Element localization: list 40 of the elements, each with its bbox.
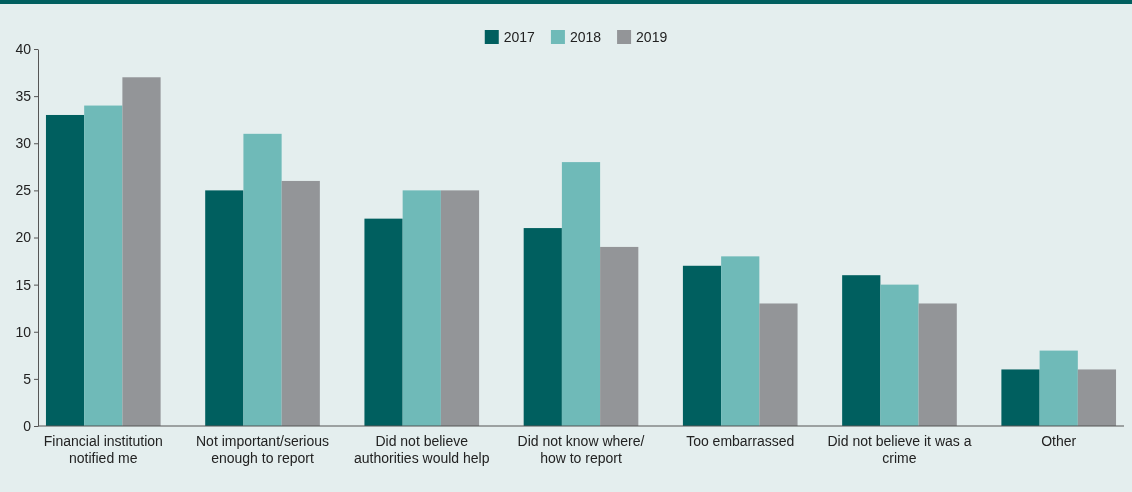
bar (1077, 369, 1117, 426)
y-tick-label: 30 (15, 135, 32, 152)
y-tick-label: 35 (15, 88, 32, 105)
bar (402, 190, 441, 426)
bar (1001, 369, 1040, 426)
y-tick-label: 0 (23, 417, 32, 434)
bar (682, 265, 722, 426)
legend-label: 2017 (503, 29, 536, 45)
bar (205, 190, 244, 426)
bar (523, 228, 562, 426)
bar (1039, 350, 1078, 426)
legend-label: 2019 (636, 29, 668, 45)
x-tick-label: Did not believe authorities would help (354, 433, 490, 466)
bar (364, 218, 403, 426)
x-tick-label: Did not believe it was a crime (827, 433, 972, 466)
bar (880, 284, 919, 426)
y-tick-label: 20 (15, 229, 32, 246)
bar (440, 190, 480, 426)
x-tick-label: Did not know where/ how to report (517, 433, 645, 466)
legend-label: 2018 (569, 29, 602, 45)
y-tick-label: 5 (23, 370, 32, 387)
bar (721, 256, 760, 426)
x-tick-label: Financial institution notified me (43, 433, 163, 466)
y-tick-label: 40 (15, 40, 32, 57)
x-tick-label: Too embarrassed (686, 433, 795, 449)
bar (45, 114, 85, 426)
bar (84, 105, 123, 426)
bar (281, 180, 320, 426)
bar (600, 246, 639, 426)
y-tick-label: 15 (15, 276, 32, 293)
bar (243, 133, 282, 426)
y-tick-label: 10 (15, 323, 32, 340)
bar (842, 275, 881, 426)
bar (561, 162, 601, 426)
bar (122, 77, 161, 426)
bar (918, 303, 957, 426)
x-tick-label: Other (1041, 433, 1077, 449)
x-tick-label: Not important/serious enough to report (195, 433, 330, 466)
bar (759, 303, 798, 426)
y-tick-label: 25 (15, 182, 32, 199)
